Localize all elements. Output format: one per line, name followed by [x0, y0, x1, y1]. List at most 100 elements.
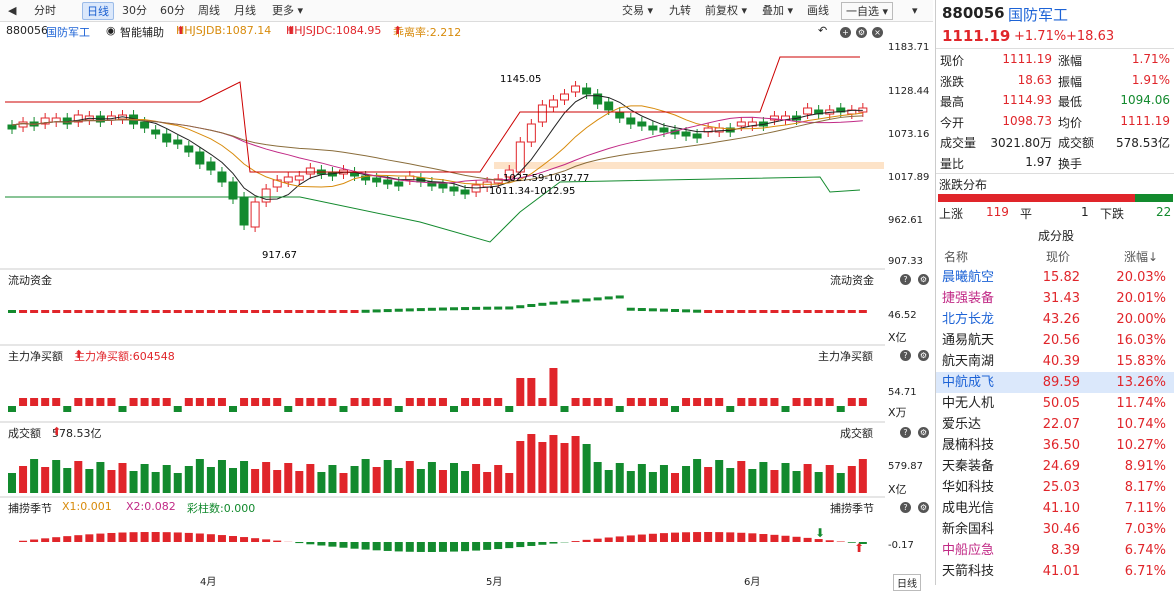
- tab-daily[interactable]: 日线: [82, 2, 114, 20]
- netbuy-bar: [826, 398, 834, 406]
- volume-bar: [594, 462, 602, 493]
- candle: [605, 102, 613, 110]
- volume-bar: [340, 473, 348, 493]
- tab-monthly[interactable]: 月线: [234, 2, 256, 20]
- candle: [196, 152, 204, 164]
- dist-title: 涨跌分布: [939, 176, 987, 193]
- netbuy-bar: [185, 398, 193, 406]
- help-icon[interactable]: ?: [900, 502, 911, 513]
- netbuy-bar: [395, 406, 403, 412]
- period-button[interactable]: 日线: [893, 574, 921, 591]
- volume-bar: [549, 435, 557, 493]
- jiuzhuan-button[interactable]: 九转: [669, 2, 691, 20]
- flow-bar: [273, 310, 281, 313]
- flow-bar: [19, 310, 27, 313]
- draw-button[interactable]: 画线: [807, 2, 829, 20]
- netbuy-bar: [251, 398, 259, 406]
- settings-icon[interactable]: ⚙: [918, 427, 929, 438]
- overlay-menu[interactable]: 叠加 ▾: [762, 2, 793, 20]
- flow-bar: [284, 310, 292, 313]
- tab-weekly[interactable]: 周线: [198, 2, 220, 20]
- tab-30min[interactable]: 30分: [122, 2, 147, 20]
- flow-bar: [141, 310, 149, 313]
- netbuy-bar: [638, 398, 646, 406]
- season-bar: [594, 539, 602, 542]
- volume-bar: [793, 471, 801, 493]
- season-bar: [715, 532, 723, 542]
- netbuy-bar: [119, 406, 127, 412]
- season-bar: [439, 542, 447, 552]
- flow-bar: [693, 310, 701, 313]
- candle: [8, 125, 16, 129]
- season-bar: [85, 534, 93, 542]
- settings-icon[interactable]: ⚙: [918, 350, 929, 361]
- quote-value: 1111.19: [980, 52, 1052, 66]
- help-icon[interactable]: ?: [900, 274, 911, 285]
- flow-bar: [848, 310, 856, 313]
- season-bar: [737, 533, 745, 542]
- season-bar: [682, 532, 690, 542]
- watchlist-button[interactable]: 一自选 ▾: [841, 2, 893, 20]
- quote-value: 1.97: [980, 155, 1052, 169]
- stock-name: 爱乐达: [942, 414, 981, 435]
- tab-60min[interactable]: 60分: [160, 2, 185, 20]
- stock-name: 晨曦航空: [942, 267, 994, 288]
- season-value: -0.17: [888, 540, 914, 551]
- stock-pct: 15.83%: [1096, 351, 1166, 372]
- flow-bar: [461, 307, 469, 310]
- season-bar: [130, 532, 138, 542]
- season-bar: [549, 542, 557, 544]
- tab-more[interactable]: 更多 ▾: [272, 2, 303, 20]
- back-icon[interactable]: ◀: [8, 2, 16, 20]
- adjust-menu[interactable]: 前复权 ▾: [705, 2, 747, 20]
- volume-bar: [229, 468, 237, 493]
- candle: [572, 86, 580, 92]
- stock-name: 新余国科: [942, 519, 994, 540]
- flow-bar: [406, 308, 414, 311]
- volume-bar: [295, 471, 303, 493]
- stock-price: 41.10: [1024, 498, 1080, 519]
- volume-bar: [163, 465, 171, 493]
- arrow-up-icon: ⬆: [854, 541, 864, 555]
- flow-bar: [494, 307, 502, 310]
- tab-timeshare[interactable]: 分时: [34, 2, 56, 20]
- netbuy-bar: [439, 398, 447, 406]
- stock-price: 15.82: [1024, 267, 1080, 288]
- stock-name: 中无人机: [942, 393, 994, 414]
- season-bar: [572, 541, 580, 542]
- season-bar: [583, 540, 591, 542]
- collapse-icon[interactable]: ▾: [912, 2, 918, 20]
- stocks-title: 成分股: [1038, 227, 1074, 244]
- stock-pct: 20.01%: [1096, 288, 1166, 309]
- sort-pct-header[interactable]: 涨幅↓: [1124, 248, 1158, 265]
- help-icon[interactable]: ?: [900, 350, 911, 361]
- netbuy-bar: [450, 406, 458, 412]
- netbuy-bar: [715, 398, 723, 406]
- yaxis-label: 1183.71: [888, 42, 929, 53]
- season-bar: [748, 533, 756, 542]
- volume-bar: [848, 466, 856, 493]
- flow-bar: [826, 310, 834, 313]
- volume-bar: [770, 470, 778, 493]
- help-icon[interactable]: ?: [900, 427, 911, 438]
- settings-icon[interactable]: ⚙: [918, 502, 929, 513]
- flow-bar: [726, 310, 734, 313]
- flow-bar: [351, 310, 359, 313]
- trade-menu[interactable]: 交易 ▾: [622, 2, 653, 20]
- settings-icon[interactable]: ⚙: [918, 274, 929, 285]
